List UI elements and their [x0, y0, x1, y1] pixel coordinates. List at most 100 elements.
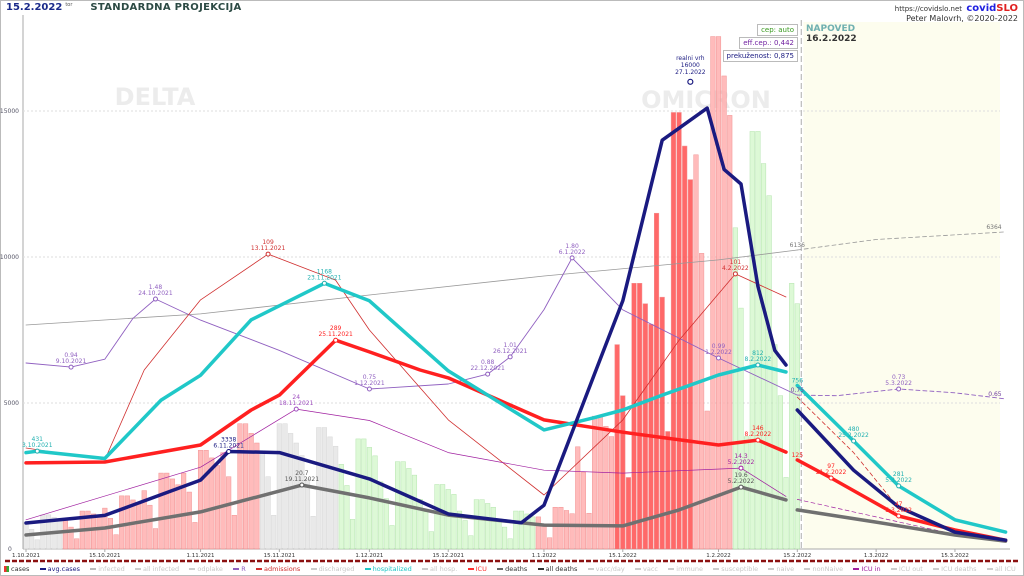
legend-label: avg.cases — [47, 565, 80, 573]
case-bar — [462, 520, 468, 550]
case-bar — [265, 476, 271, 550]
x-tick-label: 1.11.2021 — [187, 553, 215, 559]
peak-note-line: realni vrh — [676, 55, 705, 62]
legend-item[interactable]: hospitalized — [364, 564, 412, 574]
legend-item[interactable]: susceptible — [713, 564, 758, 574]
legend-item[interactable]: ICU in — [853, 564, 881, 574]
case-bar — [502, 526, 508, 550]
cep-box[interactable]: cep: auto — [757, 24, 798, 36]
legend-item[interactable]: immune — [668, 564, 703, 574]
annotation-marker — [732, 271, 738, 277]
end-label: 6136 — [790, 242, 805, 249]
legend-label: vacc — [643, 565, 659, 573]
peak-marker — [687, 78, 694, 85]
case-bar — [197, 450, 204, 550]
case-bar — [710, 36, 716, 550]
legend-item[interactable]: R — [233, 564, 246, 574]
legend-item[interactable]: ICU deaths — [933, 564, 977, 574]
case-bar — [411, 474, 418, 550]
annotation-value: 47 — [895, 501, 903, 508]
legend-item[interactable]: admissions — [255, 564, 301, 574]
x-tick-label: 15.11.2021 — [264, 553, 296, 559]
annotation-marker — [569, 255, 575, 261]
line-swatch-icon — [853, 568, 860, 570]
legend-label: ICU in — [861, 565, 881, 573]
legend-label: ICU deaths — [941, 565, 977, 573]
end-label: 125 — [792, 452, 804, 459]
line-swatch-icon — [90, 568, 97, 570]
case-bar — [783, 477, 789, 550]
line-swatch-icon — [134, 568, 141, 570]
case-bar — [642, 303, 648, 550]
annotation-marker — [755, 437, 761, 443]
case-bar — [74, 538, 80, 550]
site-url[interactable]: https://covidslo.net — [894, 5, 962, 13]
annotation-value: 289 — [330, 325, 342, 332]
case-bar — [299, 455, 305, 550]
annotation-date: 8.2.2022 — [745, 356, 772, 363]
case-bar — [738, 307, 744, 550]
legend-item[interactable]: deaths — [497, 564, 527, 574]
case-bar — [659, 296, 665, 550]
case-bar — [423, 511, 429, 550]
legend-item[interactable]: odplake — [189, 564, 223, 574]
legend-item[interactable]: all infected — [134, 564, 179, 574]
bar-icon — [4, 566, 9, 572]
annotation-marker — [293, 406, 299, 412]
annotation-value: 1.48 — [149, 284, 163, 291]
case-bar — [592, 415, 598, 550]
peak-note-line: 27.1.2022 — [675, 69, 706, 76]
case-bar — [676, 112, 682, 550]
case-bar — [490, 506, 496, 550]
legend-item[interactable]: avg.cases — [39, 564, 80, 574]
case-bar — [107, 518, 114, 550]
legend-item[interactable]: naive — [768, 564, 794, 574]
case-bar — [271, 515, 277, 550]
annotation-date: 22.12.2021 — [470, 365, 505, 372]
case-bar — [518, 510, 524, 550]
legend-label: nonNaive — [812, 565, 844, 573]
line-swatch-icon — [768, 568, 775, 570]
legend-label: immune — [676, 565, 703, 573]
legend-item[interactable]: ICU out — [890, 564, 923, 574]
legend-label: admissions — [263, 565, 301, 573]
case-bar — [485, 503, 491, 550]
legend-label: vacc/day — [595, 565, 625, 573]
annotation-value: 146 — [752, 425, 764, 432]
case-bar — [654, 212, 660, 550]
annotation-date: 21.2.2022 — [816, 469, 847, 476]
legend-item[interactable]: all ICU — [986, 564, 1016, 574]
annotation-date: 13.11.2021 — [251, 245, 286, 252]
case-bar — [468, 535, 474, 550]
legend-label: ICU out — [898, 565, 923, 573]
legend-item[interactable]: all hosp. — [422, 564, 457, 574]
annotation-date: 6.11.2021 — [213, 443, 244, 450]
annotation-date: 5.3.2022 — [885, 380, 912, 387]
case-bar — [693, 154, 699, 550]
legend-item[interactable]: cases — [4, 564, 29, 574]
annotation-value: 1.01 — [504, 342, 518, 349]
legend-item[interactable]: ICU — [467, 564, 487, 574]
legend-item[interactable]: vacc/day — [587, 564, 625, 574]
end-label: 0.65 — [988, 391, 1002, 398]
case-bar — [293, 442, 299, 550]
case-bar — [169, 478, 175, 550]
legend-label: discharged — [318, 565, 355, 573]
case-bar — [631, 283, 637, 550]
legend-item[interactable]: all deaths — [537, 564, 577, 574]
case-bar — [699, 253, 705, 550]
series-admissions — [25, 253, 787, 496]
legend-item[interactable]: infected — [90, 564, 125, 574]
case-bar — [794, 303, 800, 550]
series-deaths — [795, 508, 1008, 543]
case-bar — [372, 455, 378, 550]
case-bar — [231, 515, 237, 550]
prekuzenost-box[interactable]: prekuženost: 0,875 — [722, 50, 798, 62]
annotation-marker — [738, 465, 744, 471]
line-swatch-icon — [422, 568, 429, 570]
annotation-value: 0.75 — [363, 374, 377, 381]
legend-item[interactable]: discharged — [310, 564, 355, 574]
legend-item[interactable]: vacc — [635, 564, 658, 574]
legend-item[interactable]: nonNaive — [804, 564, 843, 574]
eff-cep-box[interactable]: eff.cep.: 0,442 — [739, 37, 798, 49]
